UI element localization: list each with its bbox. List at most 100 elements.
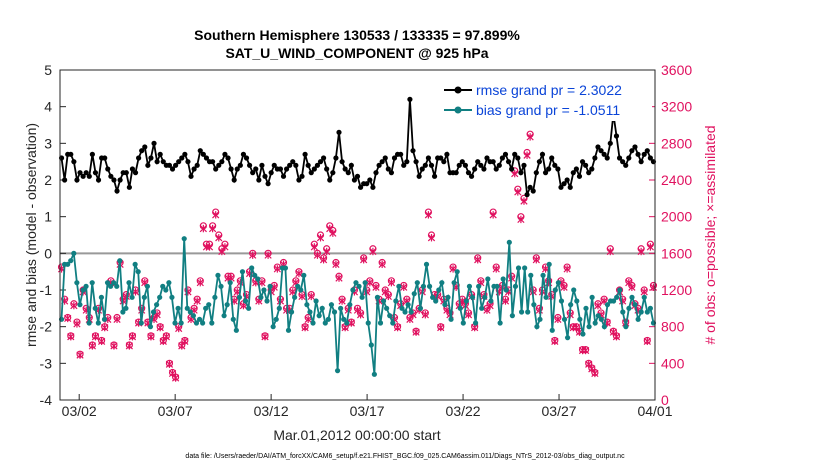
bias-point <box>98 294 105 300</box>
rmse-point <box>182 151 188 157</box>
bias-point <box>178 320 184 326</box>
bias-point <box>601 324 607 330</box>
rmse-point <box>546 166 552 172</box>
rmse-point <box>166 162 173 168</box>
obs-assimilated-point <box>178 342 186 350</box>
obs-assimilated-point <box>329 229 337 237</box>
rmse-point <box>493 166 499 172</box>
bias-point <box>264 298 270 304</box>
legend: rmse grand pr = 2.3022 bias grand pr = -… <box>440 77 652 121</box>
rmse-point <box>83 170 89 176</box>
bias-point <box>150 309 157 315</box>
rmse-point <box>468 173 475 179</box>
y-left-tick-label: -3 <box>40 355 53 371</box>
bias-point <box>193 320 200 326</box>
rmse-point <box>527 184 533 190</box>
rmse-point <box>277 166 284 172</box>
obs-assimilated-point <box>64 314 72 323</box>
y-right-tick-label: 0 <box>661 392 669 408</box>
obs-assimilated-point <box>378 260 386 269</box>
rmse-point <box>188 173 194 179</box>
y-axis-right-label: # of obs: o=possible; ×=assimilated <box>702 125 718 344</box>
bias-point <box>384 305 390 311</box>
x-tick-label: 04/01 <box>637 403 672 419</box>
obs-assimilated-point <box>400 283 408 291</box>
obs-assimilated-point <box>554 315 562 324</box>
bias-point <box>497 320 503 326</box>
bias-point <box>595 313 601 319</box>
rmse-point <box>370 184 376 190</box>
bias-point <box>157 294 163 300</box>
bias-point <box>393 298 399 304</box>
rmse-point <box>441 159 447 165</box>
obs-assimilated-point <box>501 297 510 305</box>
rmse-point <box>142 144 148 150</box>
legend-bias-label: bias grand pr = -1.0511 <box>476 102 620 118</box>
bias-point <box>515 265 522 271</box>
rmse-point <box>240 151 247 157</box>
rmse-point <box>459 159 465 165</box>
bias-point <box>144 283 151 289</box>
bias-point <box>436 287 442 293</box>
rmse-point <box>148 155 154 161</box>
bias-point <box>362 280 368 286</box>
rmse-point <box>262 173 268 179</box>
rmse-point <box>311 166 317 172</box>
rmse-point <box>456 162 462 168</box>
rmse-point <box>496 162 502 168</box>
obs-assimilated-point <box>393 323 402 332</box>
rmse-point <box>256 177 262 183</box>
bias-point <box>270 324 276 330</box>
rmse-point <box>92 170 99 176</box>
bias-point <box>328 302 335 308</box>
bias-point <box>181 236 187 242</box>
bias-point <box>298 287 304 293</box>
rmse-point <box>293 162 299 168</box>
bias-point <box>463 298 469 304</box>
y-left-tick-label: 0 <box>44 245 52 261</box>
bias-point <box>417 305 423 311</box>
bias-point <box>233 327 239 333</box>
rmse-point <box>616 155 623 161</box>
bias-point <box>319 305 325 311</box>
bias-point <box>454 269 460 275</box>
obs-assimilated-point <box>196 278 204 287</box>
bias-point <box>175 305 181 311</box>
rmse-point <box>348 162 354 168</box>
bias-point <box>138 320 144 326</box>
bias-point <box>89 280 95 286</box>
y-left-tick-label: 1 <box>44 209 52 225</box>
obs-assimilated-point <box>101 323 109 332</box>
rmse-point <box>157 151 163 157</box>
rmse-series <box>58 96 657 198</box>
bias-point <box>276 305 282 311</box>
bias-point <box>338 305 344 311</box>
rmse-point <box>151 140 157 146</box>
y-left-tick-label: 3 <box>44 135 52 151</box>
obs-assimilated-point <box>643 337 651 346</box>
obs-assimilated-point <box>319 256 328 264</box>
bias-point <box>132 261 138 267</box>
x-tick-label: 03/22 <box>446 403 481 419</box>
rmse-point <box>490 159 496 165</box>
bias-series <box>58 236 657 377</box>
rmse-point <box>179 155 185 161</box>
rmse-point <box>620 159 626 165</box>
rmse-point <box>243 155 250 161</box>
rmse-point <box>549 155 555 161</box>
obs-assimilated-point <box>424 211 433 219</box>
bias-point <box>374 294 381 300</box>
rmse-point <box>219 159 225 165</box>
obs-assimilated-point <box>532 256 540 264</box>
bias-point <box>187 309 193 315</box>
bias-point <box>292 294 298 300</box>
bias-point <box>571 287 577 293</box>
obs-assimilated-point <box>347 319 355 327</box>
bias-point <box>141 294 147 300</box>
rmse-point <box>117 177 123 183</box>
rmse-point <box>132 170 139 176</box>
obs-assimilated-point <box>526 133 534 141</box>
obs-assimilated-point <box>489 211 497 219</box>
obs-assimilated-point <box>159 337 167 346</box>
bias-point <box>561 316 568 322</box>
